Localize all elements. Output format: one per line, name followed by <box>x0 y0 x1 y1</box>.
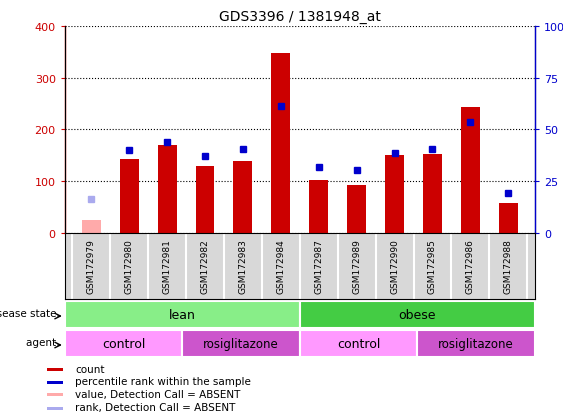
Bar <box>423 155 442 233</box>
Text: control: control <box>337 337 380 350</box>
Bar <box>499 204 518 233</box>
Bar <box>158 146 177 233</box>
Text: GSM172988: GSM172988 <box>504 239 513 294</box>
Bar <box>309 180 328 233</box>
Bar <box>300 301 535 328</box>
Bar <box>347 185 366 233</box>
Bar <box>234 162 252 233</box>
Bar <box>47 381 63 384</box>
Bar <box>47 393 63 396</box>
Text: GSM172989: GSM172989 <box>352 239 361 294</box>
Text: GSM172980: GSM172980 <box>124 239 133 294</box>
Title: GDS3396 / 1381948_at: GDS3396 / 1381948_at <box>219 10 381 24</box>
Bar <box>195 166 215 233</box>
Text: GSM172982: GSM172982 <box>200 239 209 294</box>
Text: GSM172990: GSM172990 <box>390 239 399 294</box>
Text: agent: agent <box>26 337 60 347</box>
Bar <box>65 301 300 328</box>
Bar <box>65 330 182 357</box>
Text: rosiglitazone: rosiglitazone <box>203 337 279 350</box>
Text: GSM172983: GSM172983 <box>238 239 247 294</box>
Text: obese: obese <box>399 309 436 321</box>
Bar <box>461 108 480 233</box>
Bar <box>271 54 291 233</box>
Text: GSM172984: GSM172984 <box>276 239 285 294</box>
Bar <box>385 156 404 233</box>
Text: count: count <box>75 364 104 374</box>
Bar <box>82 221 101 233</box>
Bar <box>300 330 417 357</box>
Bar <box>182 330 300 357</box>
Text: GSM172981: GSM172981 <box>163 239 172 294</box>
Text: rosiglitazone: rosiglitazone <box>438 337 514 350</box>
Text: GSM172986: GSM172986 <box>466 239 475 294</box>
Text: lean: lean <box>169 309 196 321</box>
Text: control: control <box>102 337 145 350</box>
Text: value, Detection Call = ABSENT: value, Detection Call = ABSENT <box>75 389 240 399</box>
Bar <box>47 368 63 372</box>
Text: GSM172979: GSM172979 <box>87 239 96 294</box>
Bar <box>120 159 138 233</box>
Text: GSM172985: GSM172985 <box>428 239 437 294</box>
Bar <box>47 406 63 410</box>
Text: percentile rank within the sample: percentile rank within the sample <box>75 377 251 387</box>
Text: disease state: disease state <box>0 309 60 318</box>
Bar <box>417 330 535 357</box>
Text: GSM172987: GSM172987 <box>314 239 323 294</box>
Text: rank, Detection Call = ABSENT: rank, Detection Call = ABSENT <box>75 402 235 412</box>
